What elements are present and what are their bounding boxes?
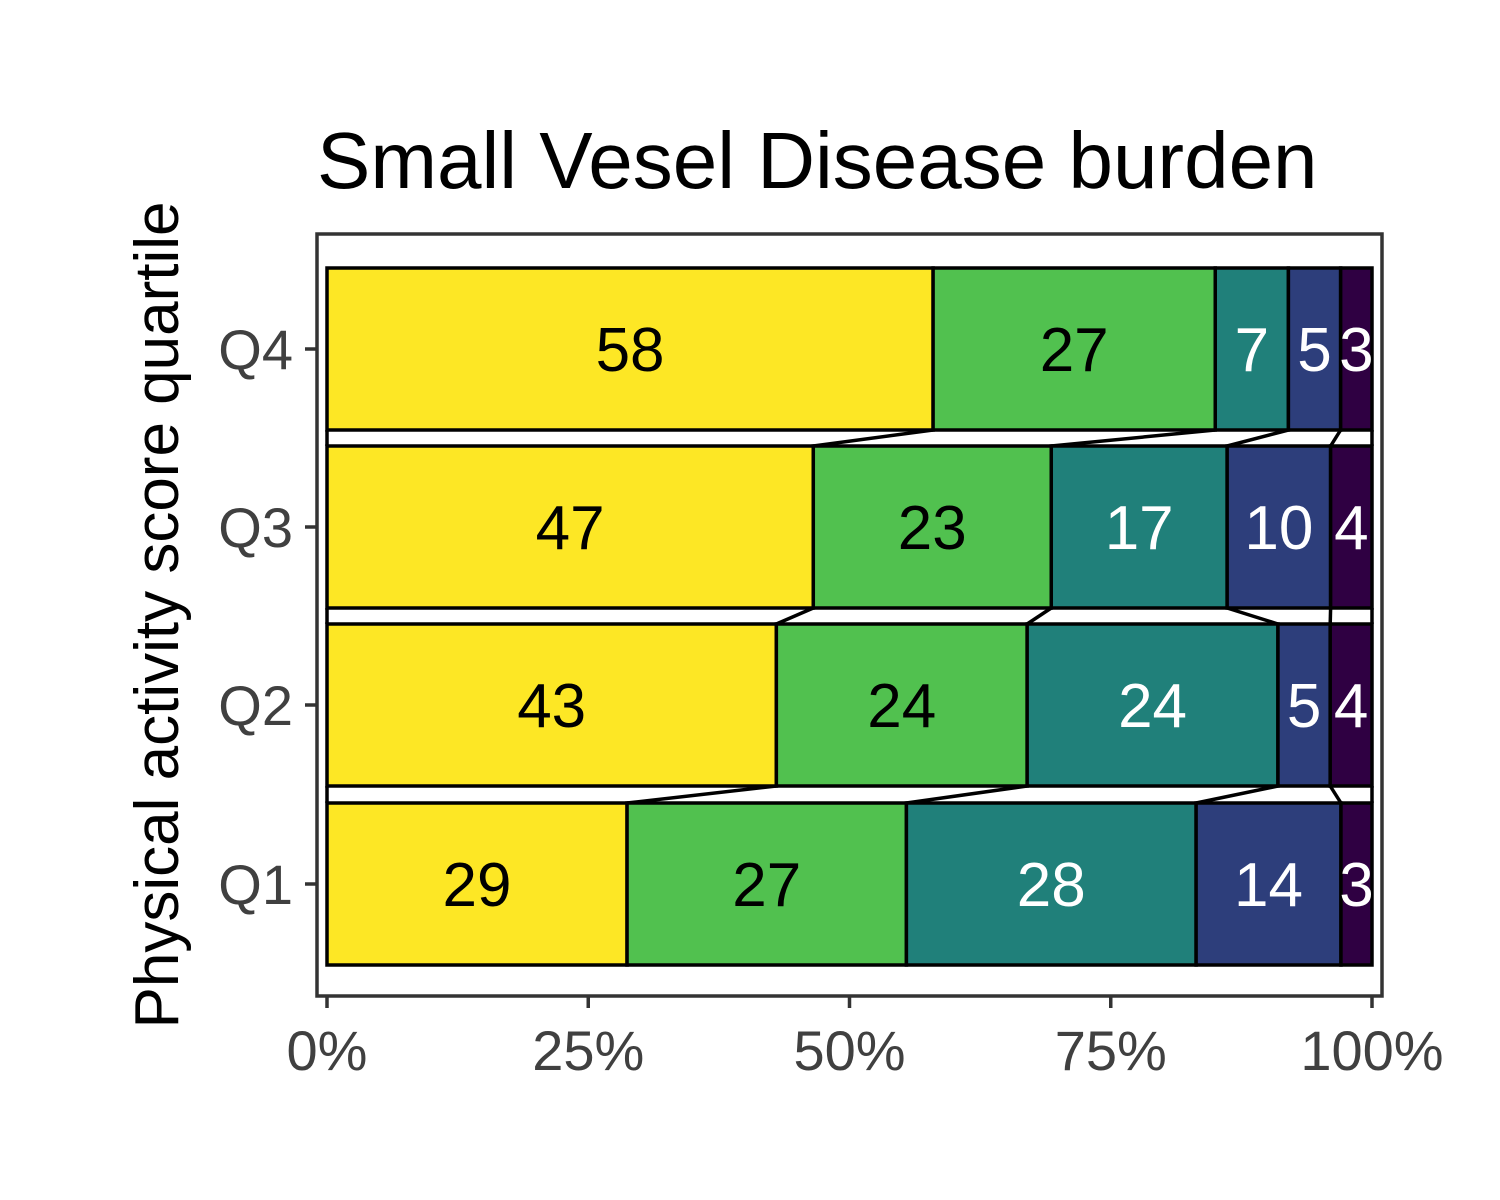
- bar-segment: [811, 444, 1054, 610]
- chart-title: Small Vesel Disease burden: [317, 116, 1318, 205]
- data-label: 10: [1244, 494, 1313, 563]
- bar-segment: [325, 622, 779, 788]
- y-tick-label: Q4: [218, 318, 293, 381]
- x-tick-label: 75%: [1055, 1019, 1167, 1082]
- connector-line: [1226, 606, 1279, 626]
- bar-segment: [1194, 801, 1343, 967]
- data-label: 28: [1017, 851, 1086, 920]
- data-label: 5: [1287, 672, 1321, 741]
- y-tick-label: Q1: [218, 853, 293, 916]
- data-label: 3: [1339, 851, 1373, 920]
- data-label: 23: [898, 494, 967, 563]
- connector-line: [1226, 428, 1289, 448]
- data-label: 24: [1118, 672, 1187, 741]
- connector-line: [1329, 429, 1343, 447]
- connector-line: [626, 784, 777, 805]
- data-label: 43: [517, 672, 586, 741]
- bar-segment: [1339, 801, 1374, 967]
- connector-line: [1328, 785, 1343, 804]
- bar-segment: [1338, 266, 1374, 432]
- bars: 29 27 28 14 343 24 24 5 447 23 17 10 458 27 7 5 3: [325, 266, 1374, 967]
- data-label: 24: [867, 672, 936, 741]
- bar-segment: [1025, 622, 1280, 788]
- x-tick-label: 100%: [1300, 1019, 1443, 1082]
- bar-segment: [1328, 622, 1374, 788]
- data-label: 29: [443, 851, 512, 920]
- bar-segment: [1286, 266, 1343, 432]
- data-label: 7: [1235, 316, 1269, 385]
- connector-line: [775, 606, 814, 626]
- bar-segment: [1049, 444, 1229, 610]
- data-label: 58: [596, 316, 665, 385]
- y-axis: Q1 Q2 Q3 Q4: [218, 318, 317, 916]
- bar-segment: [1213, 266, 1291, 432]
- data-label: 4: [1334, 672, 1368, 741]
- data-label: 17: [1105, 494, 1174, 563]
- connector-line: [906, 784, 1028, 805]
- y-tick-label: Q2: [218, 674, 293, 737]
- connector-line: [1195, 784, 1279, 805]
- x-tick-label: 25%: [532, 1019, 644, 1082]
- connector-line: [1051, 428, 1216, 448]
- bar-segment: [1328, 444, 1374, 610]
- y-axis-label: Physical activity score quartile: [123, 202, 192, 1029]
- data-label: 3: [1339, 316, 1373, 385]
- data-label: 4: [1334, 494, 1368, 563]
- x-axis: 0% 25% 50% 75% 100%: [287, 996, 1444, 1082]
- data-label: 27: [1040, 316, 1109, 385]
- x-tick-label: 0%: [287, 1019, 368, 1082]
- bar-segment: [931, 266, 1217, 432]
- bar-segment: [325, 266, 935, 432]
- x-tick-label: 50%: [793, 1019, 905, 1082]
- connector-line: [813, 428, 934, 448]
- y-tick-label: Q3: [218, 496, 293, 559]
- bar-segment: [625, 801, 909, 967]
- data-label: 27: [732, 851, 801, 920]
- connector-line: [1026, 606, 1053, 626]
- data-label: 47: [536, 494, 605, 563]
- connector-lines: [325, 428, 1374, 805]
- bar-segment: [904, 801, 1198, 967]
- data-label: 14: [1234, 851, 1303, 920]
- data-label: 5: [1297, 316, 1331, 385]
